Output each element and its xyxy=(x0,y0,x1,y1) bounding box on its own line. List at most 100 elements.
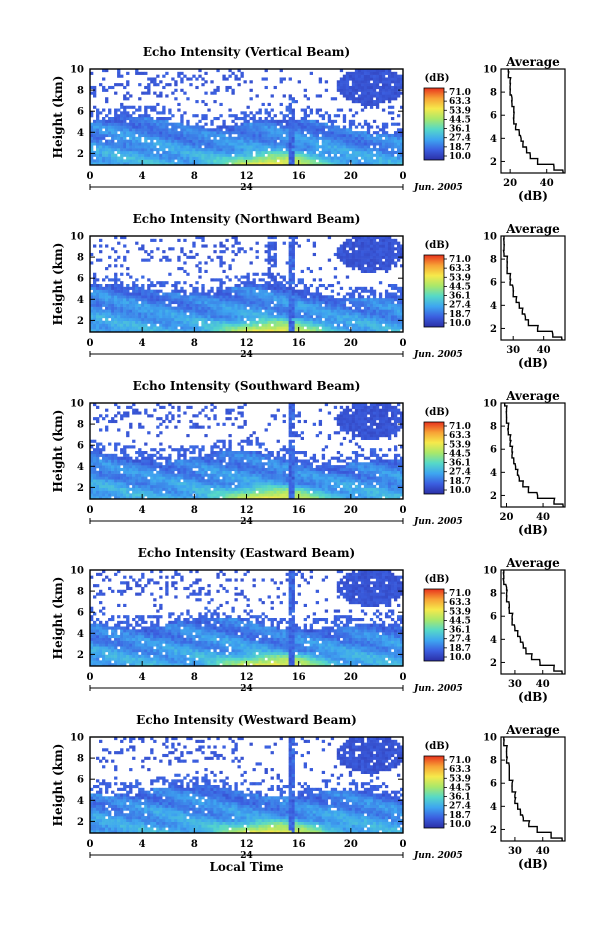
heatmap-cell xyxy=(381,306,386,310)
heatmap-cell xyxy=(120,159,124,163)
heatmap-cell xyxy=(324,298,329,302)
heatmap-cell xyxy=(195,493,199,497)
heatmap-cell xyxy=(105,414,109,418)
heatmap-cell xyxy=(96,306,100,310)
heatmap-cell xyxy=(324,150,329,154)
average-y-tick-label: 6 xyxy=(490,111,497,122)
heatmap-cell xyxy=(312,136,317,140)
heatmap-cell xyxy=(126,105,130,109)
heatmap-cell xyxy=(201,128,205,132)
heatmap-cell xyxy=(183,484,187,488)
heatmap-cell xyxy=(150,320,154,324)
heatmap-cell xyxy=(219,264,223,268)
heatmap-cell xyxy=(303,156,307,160)
heatmap-cell xyxy=(339,286,344,290)
heatmap-cell xyxy=(120,315,124,319)
heatmap-cell xyxy=(117,128,121,132)
heatmap-cell xyxy=(312,156,317,160)
heatmap-cell xyxy=(126,329,130,333)
heatmap-cell xyxy=(279,326,283,330)
heatmap-cell xyxy=(267,111,271,115)
heatmap-cell xyxy=(180,312,184,316)
heatmap-cell xyxy=(390,323,395,327)
heatmap-cell xyxy=(117,125,121,129)
heatmap-cell xyxy=(384,131,389,135)
heatmap-cell xyxy=(258,125,262,129)
heatmap-cell xyxy=(186,298,190,302)
heatmap-cell xyxy=(369,247,374,251)
heatmap-cell xyxy=(156,119,160,123)
heatmap-cell xyxy=(126,148,130,152)
heatmap-cell xyxy=(324,125,329,129)
heatmap-cell xyxy=(303,117,307,121)
heatmap-cell xyxy=(288,258,292,262)
heatmap-cell xyxy=(234,156,238,160)
heatmap-cell xyxy=(366,289,371,293)
heatmap-cell xyxy=(135,484,139,488)
heatmap-cell xyxy=(282,119,286,123)
heatmap-cell xyxy=(135,411,139,415)
average-x-label: (dB) xyxy=(518,356,548,370)
heatmap-cell xyxy=(201,162,205,166)
heatmap-cell xyxy=(99,142,103,146)
heatmap-cell xyxy=(99,284,103,288)
heatmap-cell xyxy=(351,309,356,313)
heatmap-cell xyxy=(237,139,241,143)
heatmap-cell xyxy=(126,312,130,316)
heatmap-cell xyxy=(288,148,292,152)
heatmap-cell xyxy=(399,312,404,316)
heatmap-cell xyxy=(300,162,304,166)
heatmap-cell xyxy=(147,484,151,488)
heatmap-cell xyxy=(399,150,404,154)
heatmap-cell xyxy=(192,139,196,143)
heatmap-cell xyxy=(198,139,202,143)
heatmap-cell xyxy=(171,417,175,421)
heatmap-cell xyxy=(150,312,154,316)
heatmap-cell xyxy=(372,148,377,152)
heatmap-cell xyxy=(273,85,277,90)
heatmap-cell xyxy=(99,323,103,327)
heatmap-cell xyxy=(252,119,256,123)
heatmap-cell xyxy=(384,303,389,307)
heatmap-cell xyxy=(375,300,380,305)
heatmap-cell xyxy=(372,69,377,73)
heatmap-cell xyxy=(258,303,262,307)
heatmap-cell xyxy=(321,326,326,330)
heatmap-cell xyxy=(231,298,235,302)
heatmap-cell xyxy=(327,300,332,305)
heatmap-cell xyxy=(294,284,298,288)
heatmap-cell xyxy=(144,295,148,299)
heatmap-cell xyxy=(90,252,94,257)
heatmap-cell xyxy=(198,292,202,296)
heatmap-cell xyxy=(105,467,109,472)
heatmap-cell xyxy=(228,295,232,299)
heatmap-cell xyxy=(381,85,386,90)
heatmap-cell xyxy=(138,490,142,494)
heatmap-cell xyxy=(90,125,94,129)
heatmap-cell xyxy=(393,284,398,288)
heatmap-cell xyxy=(123,298,127,302)
heatmap-cell xyxy=(156,247,160,251)
heatmap-cell xyxy=(249,150,253,154)
heatmap-cell xyxy=(165,329,169,333)
heatmap-cell xyxy=(339,300,344,305)
heatmap-cell xyxy=(387,247,392,251)
heatmap-cell xyxy=(153,473,157,477)
heatmap-cell xyxy=(144,315,148,319)
heatmap-cell xyxy=(297,162,301,166)
heatmap-cell xyxy=(144,150,148,154)
heatmap-cell xyxy=(309,131,314,135)
heatmap-cell xyxy=(201,289,205,293)
heatmap-cell xyxy=(363,238,368,242)
heatmap-cell xyxy=(318,300,323,305)
heatmap-cell xyxy=(357,153,362,157)
heatmap-cell xyxy=(336,320,341,324)
heatmap-cell xyxy=(372,250,377,254)
heatmap-cell xyxy=(102,329,106,333)
heatmap-cell xyxy=(351,264,356,268)
heatmap-cell xyxy=(366,241,371,245)
heatmap-cell xyxy=(183,493,187,497)
heatmap-cell xyxy=(132,292,136,296)
heatmap-cell xyxy=(99,153,103,157)
heatmap-cell xyxy=(198,470,202,474)
